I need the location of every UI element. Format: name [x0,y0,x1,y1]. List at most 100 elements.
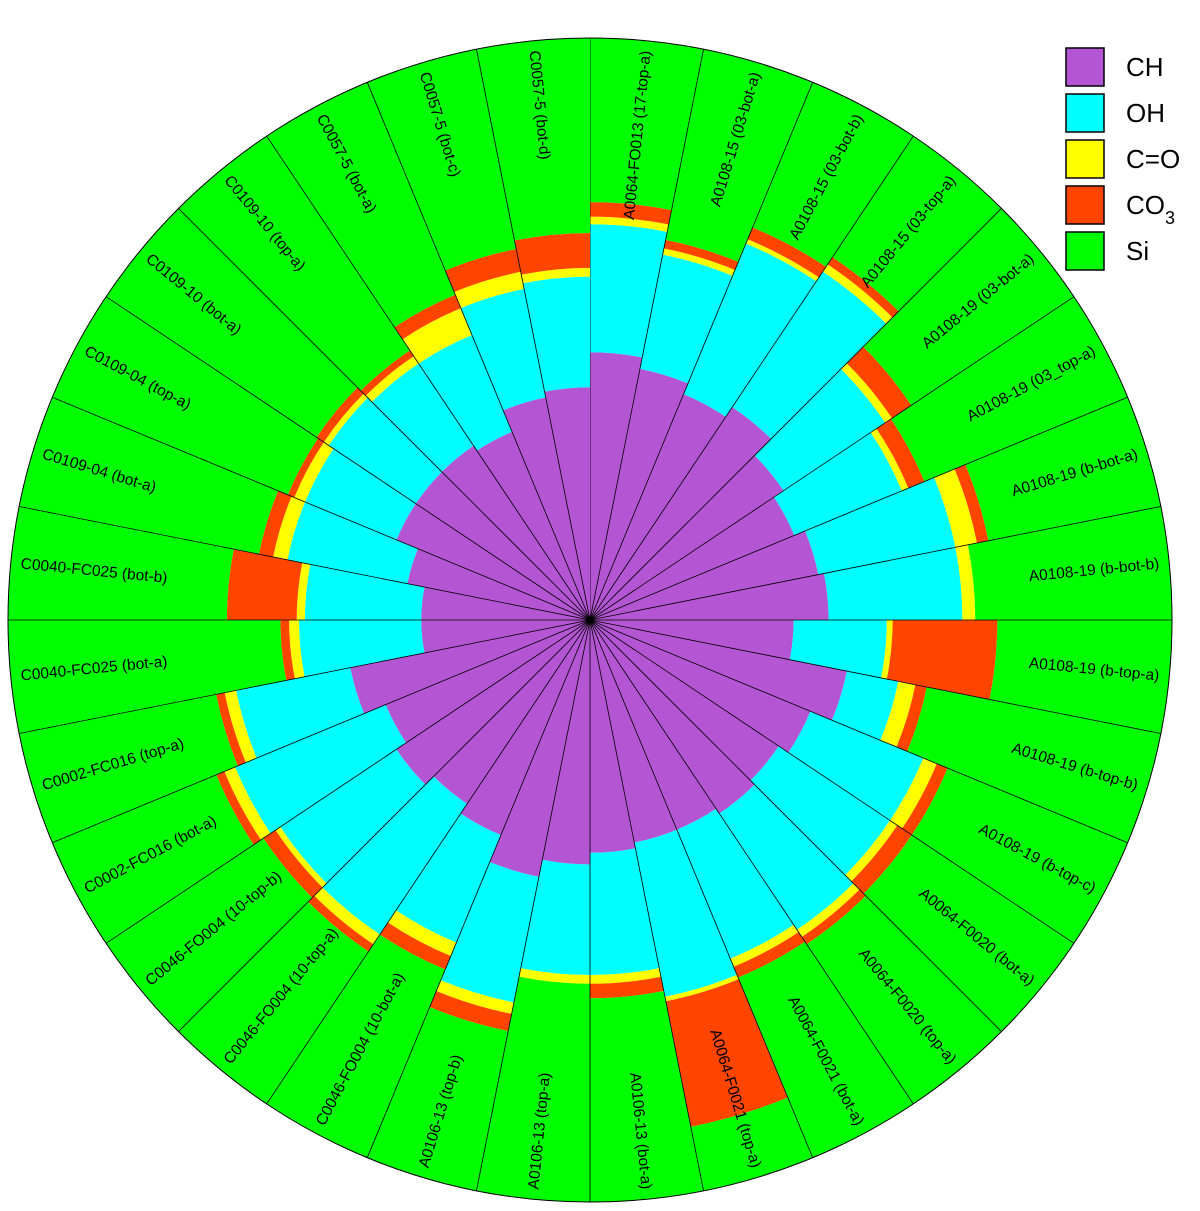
wedge-c0109-04-bot-a-oh [287,501,418,584]
wedge-a0106-13-top-b-si [367,1007,509,1191]
wedge-a0108-19-b-top-a-si [989,620,1172,734]
segment-divider [589,619,914,1105]
wedge-c0109-10-top-a-co [365,356,419,402]
wedge-a0108-15-03-bot-a-si [665,49,813,262]
wedge-c0040-fc025-bot-a-co [289,620,305,679]
wedge-a0064-f0021-bot-a-co [730,924,799,967]
segment-divider [266,135,591,621]
wedge-a0108-19-b-top-a-co3 [886,620,998,700]
legend-swatch-si [1065,231,1105,271]
wedge-a0108-19-b-top-c-co [890,758,937,829]
wedge-a0108-19-03-top-a-co3 [876,418,925,489]
wedge-a0106-13-bot-a-co3 [590,976,664,999]
wedge-a0108-19-b-bot-b-oh [824,547,963,620]
wedge-a0108-19-b-top-c-co3 [902,763,948,836]
wedge-a0064-fo013-17-top-a-co [590,216,669,232]
wedge-c0109-04-bot-a-ch [407,548,590,620]
wedge-c0057-5-bot-d-co3 [514,232,590,275]
wedge-c0109-04-top-a-co3 [287,438,324,498]
wedge-c0046-fo004-10-bot-a-si [266,934,446,1158]
segment-divider [52,619,591,844]
wedge-a0064-f0021-bot-a-ch [590,620,717,830]
segment-divider [589,619,1002,1032]
wedge-a0064-f0020-top-a-ch [590,620,755,814]
legend: CH OH C=O CO3 Si [1065,47,1180,271]
wedge-c0057-5-bot-c-co3 [445,248,521,293]
wedge-c0046-fo004-10-top-b-oh [280,749,426,884]
segment-divider [476,619,591,1191]
segment-divider [178,208,591,621]
wedge-c0109-10-top-a-co3 [360,350,414,396]
wedge-c0002-fc016-top-a-ch [350,620,590,714]
wedge-a0108-19-03-top-a-si [890,296,1128,482]
wedge-c0057-5-bot-a-ch [476,431,590,620]
wedge-a0108-15-03-bot-b-ch [590,394,726,620]
wedge-a0064-f0021-bot-a-co3 [733,932,806,978]
segment-divider [476,49,591,621]
wedge-a0064-f0021-bot-a-si [738,941,914,1158]
legend-subscript: 3 [1165,208,1175,228]
segment-divider [52,396,591,621]
chart-wedges [7,37,1173,1203]
wedge-a0108-15-03-top-a-oh [732,271,887,439]
center-dot [587,617,593,623]
legend-label-oh: OH [1126,98,1165,128]
wedge-c0046-fo004-10-top-a-co [314,887,380,945]
segment-divider [19,619,591,734]
wedge-c0002-fc016-top-a-co3 [216,692,246,766]
wedge-c0109-10-bot-a-ch [415,471,590,620]
wedge-a0108-19-b-top-b-co [880,681,916,747]
wedge-a0064-f0021-top-a-oh [634,829,737,997]
segment-divider [589,208,1002,621]
wedge-a0108-19-b-top-c-ch [590,620,811,753]
wedge-c0057-5-bot-a-co3 [394,294,461,340]
wedge-c0057-5-bot-d-oh [523,276,590,392]
wedge-a0108-15-03-bot-a-co3 [663,239,739,270]
wedge-a0064-f0020-bot-a-si [863,835,1074,1032]
wedge-a0108-19-b-bot-a-ch [590,530,819,620]
wedge-c0109-10-top-a-oh [371,363,474,472]
wedge-c0057-5-bot-d-si [476,38,590,241]
segment-divider [589,619,704,1191]
wedge-a0108-15-03-bot-b-co3 [747,227,827,278]
wedge-a0108-15-03-bot-b-si [752,82,914,267]
wedge-c0046-fo004-10-top-a-si [178,901,369,1104]
wedge-c0057-5-bot-c-oh [460,288,546,411]
wedge-a0106-13-top-b-co3 [429,991,512,1031]
wedge-a0108-15-03-top-a-si [832,136,1002,312]
wedge-c0109-04-top-a-oh [305,448,416,540]
wedge-a0108-19-03-top-a-oh [773,432,902,536]
wedge-c0046-fo004-10-bot-a-ch [460,620,590,836]
wedge-c0046-fo004-10-bot-a-oh [395,813,501,943]
wedge-a0108-19-b-top-b-si [907,686,1161,843]
wedge-c0109-10-top-a-ch [441,445,590,620]
wedge-c0046-fo004-10-top-b-si [106,838,313,1032]
wedge-c0040-fc025-bot-b-co3 [226,549,303,620]
wedge-a0106-13-top-b-ch [489,620,590,877]
segment-divider [589,506,1161,621]
wedge-a0108-19-b-top-b-co3 [896,684,927,752]
wedge-a0064-f0020-bot-a-co3 [851,825,912,894]
wedge-a0108-15-03-top-a-ch [590,407,772,620]
wedge-a0064-f0021-top-a-ch [590,620,677,843]
wedge-c0046-fo004-10-top-b-co [275,826,327,888]
wedge-c0002-fc016-top-a-si [19,694,238,843]
legend-swatch-ch [1065,47,1105,87]
wedge-a0064-fo013-17-top-a-oh [590,224,668,358]
wedge-a0108-15-03-top-a-co3 [827,257,899,318]
wedge-c0057-5-bot-a-si [266,82,456,328]
wedge-c0109-10-bot-a-co [323,393,368,446]
wedge-a0108-19-03-top-a-co [870,428,909,491]
wedge-a0064-f0020-top-a-si [806,895,1002,1104]
wedge-c0109-10-top-a-si [178,136,410,391]
wedge-a0108-15-03-bot-a-oh [639,254,733,384]
wedge-a0108-19-03-top-a-ch [590,497,795,620]
wedge-a0064-f0020-top-a-co [796,883,860,937]
wedge-c0057-5-bot-c-si [367,49,517,271]
wedge-c0046-fo004-10-top-a-co3 [308,895,374,952]
wedge-a0106-13-bot-a-oh [590,848,660,976]
segment-divider [178,619,591,1032]
wedge-a0064-f0020-top-a-co3 [801,889,866,945]
wedge-c0057-5-bot-d-co [521,267,590,284]
